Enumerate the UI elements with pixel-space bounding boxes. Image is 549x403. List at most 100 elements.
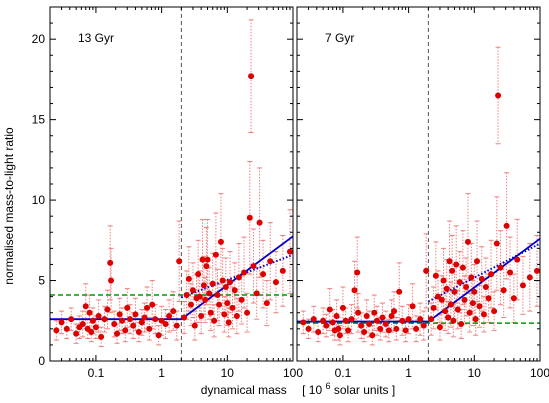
data-point bbox=[256, 219, 263, 226]
data-point bbox=[430, 304, 437, 311]
data-point bbox=[440, 277, 447, 284]
panel-13-gyr: 0.1 1 10 100 0 5 10 15 20 13 Gyr bbox=[32, 6, 303, 380]
data-point bbox=[104, 306, 111, 313]
y-tick-label: 5 bbox=[38, 274, 45, 288]
data-point bbox=[267, 258, 274, 265]
x-tick-label: 0.1 bbox=[88, 366, 105, 380]
y-axis-label: normalised mass-to-light ratio bbox=[2, 127, 16, 285]
data-point bbox=[345, 327, 352, 334]
data-point bbox=[86, 309, 93, 316]
data-point bbox=[126, 316, 133, 323]
data-point bbox=[329, 319, 336, 326]
data-point bbox=[209, 280, 216, 287]
data-point bbox=[417, 316, 424, 323]
data-point bbox=[443, 285, 450, 292]
data-point bbox=[130, 322, 137, 329]
data-point bbox=[98, 333, 105, 340]
data-point bbox=[305, 325, 312, 332]
data-point bbox=[189, 287, 196, 294]
data-point bbox=[146, 325, 153, 332]
data-point bbox=[396, 288, 403, 295]
data-point bbox=[366, 320, 373, 327]
data-point bbox=[478, 275, 485, 282]
data-point bbox=[472, 316, 479, 323]
data-point bbox=[152, 316, 159, 323]
data-point bbox=[233, 312, 240, 319]
data-point bbox=[272, 279, 279, 286]
data-point bbox=[227, 279, 234, 286]
data-point bbox=[119, 317, 126, 324]
data-point bbox=[385, 327, 392, 334]
data-point bbox=[474, 258, 481, 265]
data-point bbox=[323, 322, 330, 329]
data-point bbox=[447, 301, 454, 308]
x-axis-label-units-suffix: solar units ] bbox=[334, 383, 395, 397]
data-point bbox=[436, 324, 443, 331]
data-point bbox=[181, 314, 188, 321]
x-tick-label: 0.1 bbox=[335, 366, 352, 380]
data-point bbox=[510, 295, 517, 302]
y-tick-label: 15 bbox=[32, 113, 46, 127]
data-point bbox=[221, 311, 228, 318]
data-point bbox=[485, 295, 492, 302]
x-tick-label: 10 bbox=[221, 366, 235, 380]
data-point bbox=[111, 320, 118, 327]
data-point bbox=[382, 320, 389, 327]
data-point bbox=[246, 214, 253, 221]
y-tick-label: 0 bbox=[38, 354, 45, 368]
x-axis-label-units-exponent: 6 bbox=[326, 381, 331, 391]
data-point bbox=[449, 267, 456, 274]
data-point bbox=[79, 320, 86, 327]
data-point bbox=[207, 309, 214, 316]
data-point bbox=[173, 322, 180, 329]
data-point bbox=[107, 259, 114, 266]
data-point bbox=[442, 308, 449, 315]
data-point bbox=[135, 329, 142, 336]
data-point bbox=[399, 317, 406, 324]
panel-label: 13 Gyr bbox=[78, 31, 114, 45]
data-point bbox=[320, 317, 327, 324]
data-point bbox=[195, 271, 202, 278]
data-point bbox=[450, 317, 457, 324]
data-point bbox=[88, 329, 95, 336]
data-point bbox=[82, 303, 89, 310]
x-axis-label: dynamical mass [ 10 6 solar units ] bbox=[201, 378, 395, 397]
data-point bbox=[229, 304, 236, 311]
data-point bbox=[253, 290, 260, 297]
data-point bbox=[420, 322, 427, 329]
data-point bbox=[519, 282, 526, 289]
data-point bbox=[222, 283, 229, 290]
data-point bbox=[361, 329, 368, 336]
data-point bbox=[466, 309, 473, 316]
data-point bbox=[451, 288, 458, 295]
data-point bbox=[493, 240, 500, 247]
data-point bbox=[206, 290, 213, 297]
x-axis-label-units-prefix: [ 10 bbox=[302, 383, 322, 397]
data-point bbox=[500, 287, 507, 294]
data-point bbox=[495, 92, 502, 99]
data-point bbox=[216, 301, 223, 308]
data-point bbox=[458, 320, 465, 327]
x-tick-label: 100 bbox=[283, 366, 303, 380]
data-point bbox=[116, 311, 123, 318]
y-tick-label: 20 bbox=[32, 32, 46, 46]
data-point bbox=[526, 274, 533, 281]
data-point bbox=[204, 256, 211, 263]
data-point bbox=[202, 296, 209, 303]
data-point bbox=[393, 325, 400, 332]
data-point bbox=[244, 309, 251, 316]
data-point bbox=[185, 275, 192, 282]
data-point bbox=[476, 303, 483, 310]
data-point bbox=[497, 264, 504, 271]
data-point bbox=[391, 308, 398, 315]
data-point bbox=[348, 316, 355, 323]
x-tick-label: 10 bbox=[468, 366, 482, 380]
data-point bbox=[211, 317, 218, 324]
data-point bbox=[158, 317, 165, 324]
data-point bbox=[371, 309, 378, 316]
data-point bbox=[122, 327, 129, 334]
data-point bbox=[446, 258, 453, 265]
y-tick-label: 10 bbox=[32, 193, 46, 207]
data-point bbox=[217, 238, 224, 245]
x-tick-label: 1 bbox=[405, 366, 412, 380]
